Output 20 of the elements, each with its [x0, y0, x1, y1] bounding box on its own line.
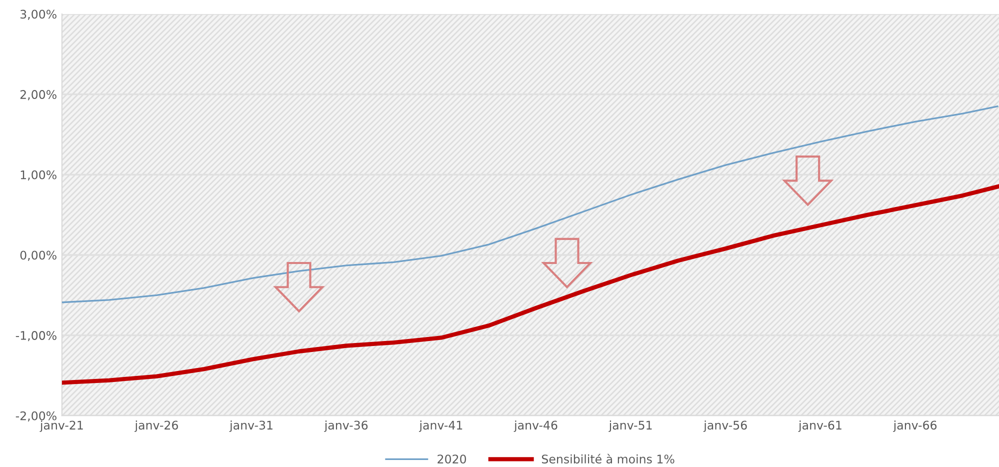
x-tick-label: janv-56: [703, 420, 747, 432]
legend-label: 2020: [438, 454, 466, 464]
line-series: [62, 106, 998, 304]
x-tick-label: janv-66: [893, 420, 937, 432]
x-tick-label: janv-21: [40, 420, 83, 432]
line-series: [62, 184, 999, 385]
y-tick-label: -2,00%: [16, 411, 56, 422]
x-tick-label: janv-31: [229, 420, 272, 432]
x-tick-label: janv-26: [134, 420, 178, 432]
x-tick-label: janv-41: [419, 420, 462, 432]
x-tick-label: janv-36: [324, 420, 368, 432]
y-tick-label: 1,00%: [20, 170, 56, 181]
y-tick-label: 0,00%: [20, 250, 56, 261]
legend-label: Sensibilité à moins 1%: [542, 454, 674, 464]
x-tick-label: janv-46: [514, 420, 558, 432]
y-tick-label: 2,00%: [20, 90, 56, 100]
x-tick-label: janv-51: [608, 420, 652, 432]
x-tick-label: janv-61: [798, 420, 842, 432]
y-tick-label: -1,00%: [16, 331, 56, 342]
y-tick-label: 3,00%: [20, 10, 56, 20]
